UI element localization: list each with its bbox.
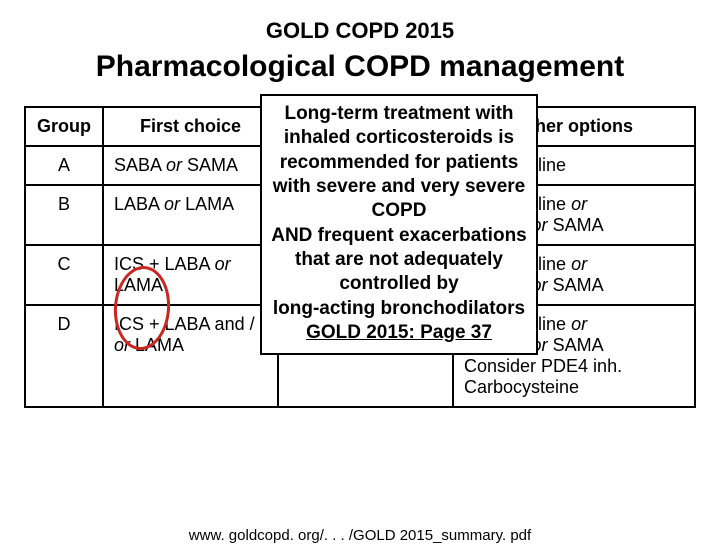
- cell-group: D: [25, 305, 103, 407]
- text-or: or: [571, 314, 587, 334]
- page-title-small: GOLD COPD 2015: [0, 18, 720, 44]
- text: SAMA: [548, 275, 604, 295]
- callout-line: Long-term treatment with inhaled cortico…: [273, 103, 525, 221]
- text: SAMA: [548, 215, 604, 235]
- text: SAMA: [548, 335, 604, 355]
- callout-line: long-acting bronchodilators: [273, 298, 525, 319]
- callout-line: that are not adequately controlled by: [295, 249, 503, 294]
- cell-group: B: [25, 185, 103, 245]
- text: Carbocysteine: [464, 377, 579, 397]
- table-container: Group First choice Second choice Other o…: [0, 106, 720, 408]
- header-first: First choice: [103, 107, 278, 146]
- text-or: or: [571, 254, 587, 274]
- callout-line: AND frequent exacerbations: [271, 225, 527, 246]
- text-or: or: [571, 194, 587, 214]
- footer-citation: www. goldcopd. org/. . . /GOLD 2015_summ…: [0, 527, 720, 544]
- callout-box: Long-term treatment with inhaled cortico…: [260, 94, 538, 355]
- callout-ref: GOLD 2015: Page 37: [306, 322, 492, 343]
- cell-group: A: [25, 146, 103, 185]
- text: Consider PDE4 inh.: [464, 356, 622, 376]
- text: SAMA: [182, 155, 238, 175]
- cell-first: SABA or SAMA: [103, 146, 278, 185]
- header-group: Group: [25, 107, 103, 146]
- text: LABA: [114, 194, 164, 214]
- cell-group: C: [25, 245, 103, 305]
- text: LAMA: [180, 194, 234, 214]
- cell-first: LABA or LAMA: [103, 185, 278, 245]
- text: SABA: [114, 155, 166, 175]
- text-or: or: [164, 194, 180, 214]
- page-title-large: Pharmacological COPD management: [0, 50, 720, 84]
- text-or: or: [215, 254, 231, 274]
- text-or: or: [166, 155, 182, 175]
